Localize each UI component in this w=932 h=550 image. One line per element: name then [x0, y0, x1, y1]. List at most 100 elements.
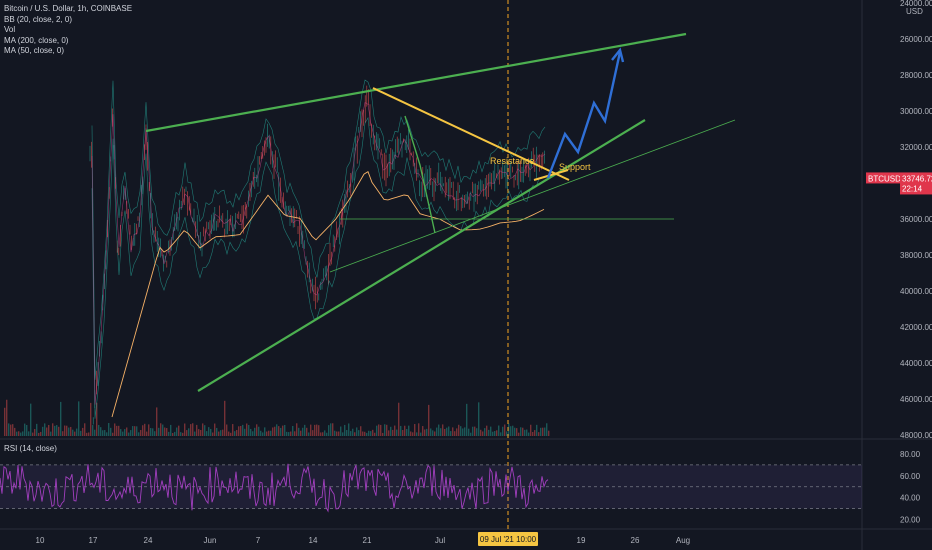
- volume-bar: [124, 429, 126, 436]
- volume-bar: [20, 432, 22, 436]
- volume-bar: [118, 425, 120, 436]
- volume-bar: [48, 424, 50, 436]
- volume-bar: [522, 427, 524, 436]
- crosshair-label-bg: [478, 532, 538, 546]
- volume-bar: [54, 425, 56, 436]
- volume-bar: [60, 401, 62, 436]
- volume-bar: [394, 425, 396, 436]
- volume-bars: [4, 399, 550, 436]
- volume-bar: [338, 431, 340, 436]
- volume-bar: [42, 426, 44, 436]
- volume-bar: [276, 424, 278, 436]
- volume-bar: [538, 432, 540, 436]
- volume-bar: [452, 427, 454, 436]
- rsi-title[interactable]: RSI (14, close): [4, 444, 57, 453]
- volume-bar: [62, 431, 64, 436]
- volume-bar: [164, 427, 166, 436]
- volume-bar: [172, 432, 174, 436]
- volume-bar: [444, 428, 446, 436]
- volume-bar: [234, 431, 236, 436]
- volume-bar: [296, 423, 298, 436]
- volume-bar: [104, 430, 106, 436]
- volume-bar: [512, 425, 514, 436]
- volume-bar: [12, 424, 14, 436]
- volume-bar: [534, 430, 536, 436]
- volume-bar: [478, 402, 480, 436]
- volume-bar: [102, 430, 104, 436]
- volume-bar: [204, 425, 206, 436]
- volume-bar: [508, 423, 510, 436]
- volume-bar: [536, 424, 538, 436]
- volume-bar: [192, 423, 194, 436]
- volume-bar: [418, 423, 420, 436]
- volume-bar: [114, 423, 116, 436]
- volume-bar: [294, 431, 296, 436]
- bb-basis: [91, 102, 546, 405]
- volume-bar: [206, 431, 208, 436]
- volume-bar: [96, 402, 98, 436]
- resistance-label: Resistance: [490, 156, 535, 166]
- volume-bar: [404, 425, 406, 436]
- volume-bar: [344, 424, 346, 436]
- volume-bar: [436, 427, 438, 436]
- volume-bar: [162, 424, 164, 436]
- volume-bar: [334, 430, 336, 436]
- time-tick-label: 21: [363, 536, 372, 545]
- volume-bar: [392, 429, 394, 436]
- time-axis[interactable]: 101724Jun71421Jul121926Aug09 Jul '21 10:…: [36, 532, 691, 546]
- volume-bar: [358, 430, 360, 436]
- volume-bar: [378, 424, 380, 436]
- volume-bar: [84, 423, 86, 436]
- volume-bar: [110, 427, 112, 436]
- upper-channel-line: [145, 32, 687, 133]
- volume-bar: [346, 430, 348, 436]
- volume-bar: [24, 423, 26, 436]
- price-tick-label: 42000.00: [900, 323, 932, 332]
- volume-bar: [458, 424, 460, 436]
- indicator-ma200[interactable]: MA (200, close, 0): [4, 35, 69, 45]
- volume-bar: [348, 423, 350, 436]
- volume-bar: [448, 426, 450, 436]
- volume-bar: [216, 427, 218, 436]
- indicator-vol[interactable]: Vol: [4, 25, 16, 34]
- indicator-bb[interactable]: BB (20, close, 2, 0): [4, 14, 73, 24]
- volume-bar: [74, 431, 76, 436]
- time-tick-label: Jun: [204, 536, 217, 545]
- volume-bar: [112, 432, 114, 436]
- volume-bar: [468, 428, 470, 436]
- volume-bar: [262, 432, 264, 436]
- volume-bar: [140, 430, 142, 436]
- volume-bar: [80, 430, 82, 436]
- volume-bar: [278, 426, 280, 436]
- volume-bar: [528, 432, 530, 436]
- volume-bar: [78, 401, 80, 436]
- price-axis[interactable]: 24000.00 26000.00 28000.00 30000.00 32000.00…: [866, 0, 932, 440]
- price-tick-label: 32000.00: [900, 143, 932, 152]
- volume-bar: [370, 431, 372, 436]
- volume-bar: [376, 425, 378, 436]
- volume-bar: [482, 431, 484, 436]
- volume-bar: [332, 423, 334, 436]
- price-tick-label: 40000.00: [900, 287, 932, 296]
- price-tick-label: 28000.00: [900, 71, 932, 80]
- volume-bar: [428, 404, 430, 436]
- volume-bar: [328, 425, 330, 436]
- volume-bar: [130, 430, 132, 436]
- volume-bar: [56, 425, 58, 436]
- volume-bar: [176, 427, 178, 436]
- volume-bar: [548, 430, 550, 436]
- volume-bar: [318, 425, 320, 436]
- volume-bar: [324, 430, 326, 436]
- volume-bar: [284, 424, 286, 436]
- volume-bar: [168, 431, 170, 436]
- indicator-ma50[interactable]: MA (50, close, 0): [4, 46, 65, 55]
- volume-bar: [14, 427, 16, 436]
- volume-bar: [440, 428, 442, 436]
- crosshair-label: 09 Jul '21 10:00: [480, 535, 537, 544]
- volume-bar: [92, 425, 94, 436]
- volume-bar: [360, 426, 362, 436]
- volume-bar: [546, 423, 548, 436]
- volume-bar: [38, 432, 40, 436]
- volume-bar: [290, 431, 292, 436]
